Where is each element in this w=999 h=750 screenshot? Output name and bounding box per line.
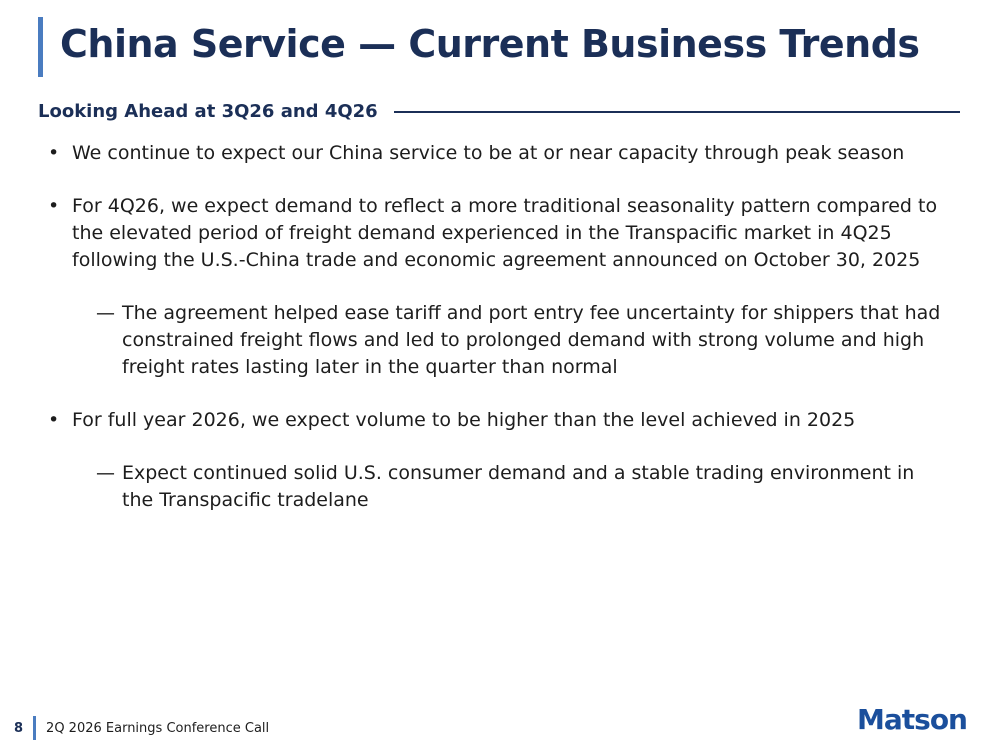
event: 2Q 2026 Earnings Conference Call	[46, 720, 270, 736]
section-heading: Looking Ahead at 3Q26 and 4Q26	[38, 101, 378, 122]
logo: Matson	[857, 703, 968, 736]
footer: 8 2Q 2026 Earnings Conference Call	[14, 716, 269, 740]
bullet-group: For 4Q26, we expect demand to reflect a …	[48, 193, 948, 381]
bullet: For full year 2026, we expect volume to …	[48, 407, 948, 434]
accent-bar	[38, 17, 43, 77]
page-number: 8	[14, 720, 24, 736]
bullet: For 4Q26, we expect demand to reflect a …	[48, 193, 948, 274]
bullet-group: We continue to expect our China service …	[48, 140, 948, 167]
section: Looking Ahead at 3Q26 and 4Q26	[38, 101, 960, 122]
bullet: We continue to expect our China service …	[48, 140, 948, 167]
bullet-group: For full year 2026, we expect volume to …	[48, 407, 948, 514]
bullet-list: We continue to expect our China service …	[48, 140, 948, 540]
divider	[33, 716, 37, 740]
rule	[393, 110, 960, 113]
sub-bullet: Expect continued solid U.S. consumer dem…	[48, 460, 948, 514]
sub-bullet: The agreement helped ease tariff and por…	[48, 300, 948, 381]
title: China Service — Current Business Trends	[60, 22, 920, 66]
